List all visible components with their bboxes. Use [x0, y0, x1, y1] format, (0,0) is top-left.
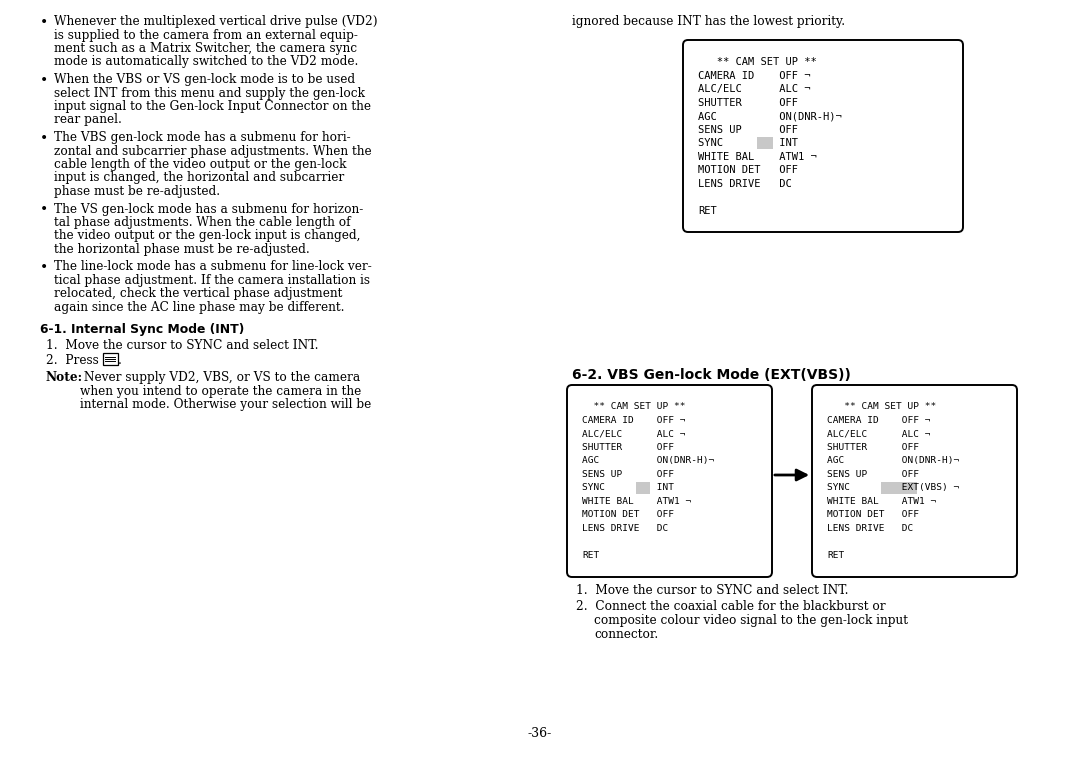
Text: input signal to the Gen-lock Input Connector on the: input signal to the Gen-lock Input Conne…: [54, 100, 372, 113]
Text: -36-: -36-: [528, 727, 552, 740]
Text: SYNC         EXT(VBS) ¬: SYNC EXT(VBS) ¬: [827, 483, 959, 492]
Text: when you intend to operate the camera in the: when you intend to operate the camera in…: [80, 384, 361, 397]
Text: LENS DRIVE   DC: LENS DRIVE DC: [698, 179, 792, 189]
FancyBboxPatch shape: [103, 352, 118, 365]
Text: SYNC         INT: SYNC INT: [698, 138, 798, 148]
Text: 6-2. VBS Gen-lock Mode (EXT(VBS)): 6-2. VBS Gen-lock Mode (EXT(VBS)): [572, 368, 851, 382]
Text: SHUTTER      OFF: SHUTTER OFF: [582, 443, 674, 452]
Text: phase must be re-adjusted.: phase must be re-adjusted.: [54, 185, 220, 198]
Text: SENS UP      OFF: SENS UP OFF: [582, 469, 674, 478]
FancyBboxPatch shape: [812, 385, 1017, 577]
Text: ment such as a Matrix Switcher, the camera sync: ment such as a Matrix Switcher, the came…: [54, 42, 357, 55]
Text: SHUTTER      OFF: SHUTTER OFF: [698, 98, 798, 108]
Text: The VS gen-lock mode has a submenu for horizon-: The VS gen-lock mode has a submenu for h…: [54, 202, 363, 215]
Text: 2.  Press: 2. Press: [46, 355, 103, 368]
Text: •: •: [40, 202, 49, 217]
Text: .: .: [118, 355, 122, 368]
Text: The VBS gen-lock mode has a submenu for hori-: The VBS gen-lock mode has a submenu for …: [54, 131, 351, 144]
Text: Never supply VD2, VBS, or VS to the camera: Never supply VD2, VBS, or VS to the came…: [80, 371, 361, 384]
Text: zontal and subcarrier phase adjustments. When the: zontal and subcarrier phase adjustments.…: [54, 145, 372, 158]
Text: composite colour video signal to the gen-lock input: composite colour video signal to the gen…: [594, 614, 908, 627]
Text: AGC          ON(DNR-H)¬: AGC ON(DNR-H)¬: [827, 456, 959, 465]
Text: MOTION DET   OFF: MOTION DET OFF: [698, 165, 798, 175]
Text: SENS UP      OFF: SENS UP OFF: [698, 124, 798, 134]
Text: WHITE BAL    ATW1 ¬: WHITE BAL ATW1 ¬: [582, 496, 691, 506]
Text: tical phase adjustment. If the camera installation is: tical phase adjustment. If the camera in…: [54, 274, 370, 287]
Text: cable length of the video output or the gen-lock: cable length of the video output or the …: [54, 158, 347, 171]
Text: CAMERA ID    OFF ¬: CAMERA ID OFF ¬: [827, 415, 931, 424]
Text: RET: RET: [698, 205, 717, 215]
Bar: [757, 136, 773, 149]
Text: ** CAM SET UP **: ** CAM SET UP **: [698, 57, 816, 67]
Text: Note:: Note:: [46, 371, 83, 384]
Text: MOTION DET   OFF: MOTION DET OFF: [582, 510, 674, 519]
Text: tal phase adjustments. When the cable length of: tal phase adjustments. When the cable le…: [54, 216, 351, 229]
Text: RET: RET: [582, 550, 599, 559]
Text: ignored because INT has the lowest priority.: ignored because INT has the lowest prior…: [572, 15, 846, 28]
Bar: [636, 481, 650, 494]
Bar: [881, 481, 917, 494]
Text: CAMERA ID    OFF ¬: CAMERA ID OFF ¬: [698, 70, 810, 80]
Text: WHITE BAL    ATW1 ¬: WHITE BAL ATW1 ¬: [827, 496, 936, 506]
Text: LENS DRIVE   DC: LENS DRIVE DC: [827, 524, 914, 533]
Text: 6-1. Internal Sync Mode (INT): 6-1. Internal Sync Mode (INT): [40, 322, 244, 336]
Text: SENS UP      OFF: SENS UP OFF: [827, 469, 919, 478]
Text: MOTION DET   OFF: MOTION DET OFF: [827, 510, 919, 519]
Text: •: •: [40, 261, 49, 274]
Text: CAMERA ID    OFF ¬: CAMERA ID OFF ¬: [582, 415, 686, 424]
Text: AGC          ON(DNR-H)¬: AGC ON(DNR-H)¬: [582, 456, 714, 465]
Text: •: •: [40, 15, 49, 29]
Text: connector.: connector.: [594, 628, 658, 641]
Text: ALC/ELC      ALC ¬: ALC/ELC ALC ¬: [582, 429, 686, 438]
Text: •: •: [40, 73, 49, 87]
Text: ** CAM SET UP **: ** CAM SET UP **: [582, 402, 686, 411]
FancyBboxPatch shape: [683, 40, 963, 232]
Text: mode is automatically switched to the VD2 mode.: mode is automatically switched to the VD…: [54, 55, 359, 68]
Text: rear panel.: rear panel.: [54, 114, 122, 127]
Text: select INT from this menu and supply the gen-lock: select INT from this menu and supply the…: [54, 86, 365, 99]
Text: Whenever the multiplexed vertical drive pulse (VD2): Whenever the multiplexed vertical drive …: [54, 15, 378, 28]
Text: the video output or the gen-lock input is changed,: the video output or the gen-lock input i…: [54, 230, 361, 243]
Text: The line-lock mode has a submenu for line-lock ver-: The line-lock mode has a submenu for lin…: [54, 261, 372, 274]
Text: internal mode. Otherwise your selection will be: internal mode. Otherwise your selection …: [80, 398, 372, 411]
Text: When the VBS or VS gen-lock mode is to be used: When the VBS or VS gen-lock mode is to b…: [54, 73, 355, 86]
Text: LENS DRIVE   DC: LENS DRIVE DC: [582, 524, 669, 533]
FancyBboxPatch shape: [567, 385, 772, 577]
Text: WHITE BAL    ATW1 ¬: WHITE BAL ATW1 ¬: [698, 152, 816, 161]
Text: AGC          ON(DNR-H)¬: AGC ON(DNR-H)¬: [698, 111, 841, 121]
Text: SHUTTER      OFF: SHUTTER OFF: [827, 443, 919, 452]
Text: relocated, check the vertical phase adjustment: relocated, check the vertical phase adju…: [54, 287, 342, 300]
Text: is supplied to the camera from an external equip-: is supplied to the camera from an extern…: [54, 29, 357, 42]
Text: SYNC         INT: SYNC INT: [582, 483, 674, 492]
Text: 1.  Move the cursor to SYNC and select INT.: 1. Move the cursor to SYNC and select IN…: [46, 339, 319, 352]
Text: RET: RET: [827, 550, 845, 559]
Text: the horizontal phase must be re-adjusted.: the horizontal phase must be re-adjusted…: [54, 243, 310, 256]
Text: input is changed, the horizontal and subcarrier: input is changed, the horizontal and sub…: [54, 171, 345, 184]
Text: again since the AC line phase may be different.: again since the AC line phase may be dif…: [54, 301, 345, 314]
Text: ALC/ELC      ALC ¬: ALC/ELC ALC ¬: [698, 84, 810, 94]
Text: ALC/ELC      ALC ¬: ALC/ELC ALC ¬: [827, 429, 931, 438]
Text: •: •: [40, 131, 49, 145]
Text: 2.  Connect the coaxial cable for the blackburst or: 2. Connect the coaxial cable for the bla…: [576, 600, 886, 613]
Text: 1.  Move the cursor to SYNC and select INT.: 1. Move the cursor to SYNC and select IN…: [576, 584, 849, 597]
Text: ** CAM SET UP **: ** CAM SET UP **: [827, 402, 936, 411]
